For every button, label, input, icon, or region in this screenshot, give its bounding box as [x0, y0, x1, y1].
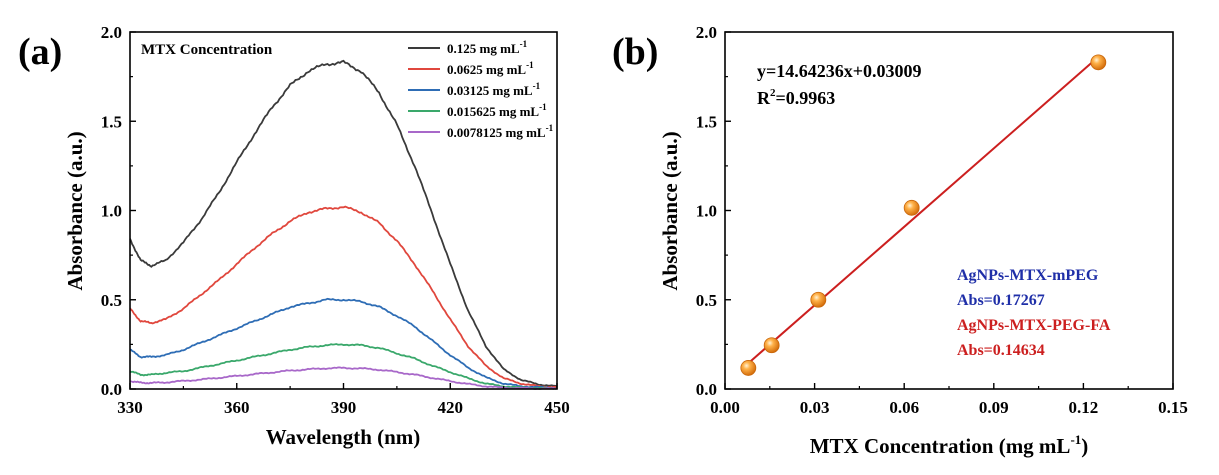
legend-label-text: 0.125 mg mL: [447, 41, 520, 56]
legend-label-4: 0.015625 mg mL-1: [447, 102, 547, 119]
panel-b-x-axis-title-sup: -1: [1070, 432, 1081, 447]
panel-b-r2-prefix: R: [757, 88, 771, 108]
panel-b-x-tick-label: 0.06: [889, 398, 919, 417]
panel-b-x-axis-title-end: ): [1081, 434, 1088, 458]
legend-label-sup: -1: [546, 123, 554, 133]
legend-label-sup: -1: [526, 60, 534, 70]
panel-b-plot-frame: [724, 31, 1174, 390]
panel-a-x-tick-label: 450: [544, 398, 570, 417]
annotation-mpeg-name: AgNPs-MTX-mPEG: [957, 267, 1099, 284]
panel-b-x-tick-label: 0.03: [800, 398, 830, 417]
panel-b-y-tick-label: 0.5: [696, 291, 717, 310]
series-line-4: [129, 343, 558, 390]
legend-label-text: 0.015625 mg mL: [447, 104, 539, 119]
fit-line: [747, 56, 1099, 364]
legend-label-3: 0.03125 mg mL-1: [447, 81, 541, 98]
panel-a-y-tick-label: 0.0: [101, 380, 122, 399]
panel-b-ticks: 0.00 0.03 0.06 0.09 0.12 0.15 0.0 0.5 1.0 1.5 2.0: [696, 23, 1188, 417]
data-point-1: [740, 360, 757, 376]
panel-a-x-tick-label: 420: [438, 398, 464, 417]
panel-a-ticks: 330 360 390 420 450 0.0 0.5 1.0 1.5 2.0: [101, 23, 570, 417]
panel-b-fit-line-group: [747, 56, 1099, 364]
legend-label-5: 0.0078125 mg mL-1: [447, 123, 554, 140]
data-point-4: [903, 199, 920, 216]
panel-b-y-tick-label: 1.0: [696, 202, 717, 221]
annotation-fa-abs: Abs=0.14634: [957, 342, 1045, 359]
panel-b-equation: y=14.64236x+0.03009: [757, 61, 922, 81]
panel-a-legend: 0.125 mg mL-10.0625 mg mL-10.03125 mg mL…: [408, 39, 554, 140]
annotation-fa-name: AgNPs-MTX-PEG-FA: [957, 317, 1111, 334]
legend-label-2: 0.0625 mg mL-1: [447, 60, 534, 77]
panel-a-x-tick-label: 360: [224, 398, 250, 417]
panel-a-x-tick-label: 390: [331, 398, 357, 417]
data-point-5: [1090, 54, 1107, 71]
legend-label-1: 0.125 mg mL-1: [447, 39, 528, 56]
panel-a-y-axis-title: Absorbance (a.u.): [63, 131, 87, 290]
data-point-2: [763, 337, 780, 354]
panel-a-series-lines: [129, 59, 558, 390]
data-point-3: [810, 291, 827, 308]
panel-a-x-tick-label: 330: [117, 398, 143, 417]
panel-b-label: (b): [612, 31, 658, 73]
annotation-mpeg-abs: Abs=0.17267: [957, 292, 1045, 309]
panel-a-label: (a): [18, 31, 62, 73]
panel-b: (b) 0.00 0.03 0.06 0.09 0.12 0.15 0.0 0.5 1.0 1.5…: [612, 23, 1188, 458]
legend-label-text: 0.03125 mg mL: [447, 83, 533, 98]
panel-b-x-axis-title-main: MTX Concentration (mg mL: [810, 434, 1071, 458]
panel-b-r2-value: =0.9963: [776, 88, 836, 108]
series-line-3: [129, 297, 558, 390]
panel-b-y-tick-label: 2.0: [696, 23, 717, 42]
panel-a-x-axis-title: Wavelength (nm): [266, 425, 421, 449]
panel-b-x-tick-label: 0.15: [1158, 398, 1188, 417]
panel-a-y-tick-label: 2.0: [101, 23, 122, 42]
legend-label-text: 0.0625 mg mL: [447, 62, 526, 77]
series-line-1: [129, 59, 558, 388]
panel-b-r-squared: R2=0.9963: [757, 87, 835, 108]
panel-b-x-tick-label: 0.09: [979, 398, 1009, 417]
panel-a-y-tick-label: 1.5: [101, 112, 122, 131]
legend-label-sup: -1: [520, 39, 528, 49]
panel-b-y-axis-title: Absorbance (a.u.): [658, 131, 682, 290]
panel-b-y-tick-label: 0.0: [696, 380, 717, 399]
panel-b-x-axis-title: MTX Concentration (mg mL-1): [810, 432, 1089, 458]
series-line-2: [129, 205, 558, 389]
panel-a-y-tick-label: 1.0: [101, 202, 122, 221]
panel-a-legend-title: MTX Concentration: [141, 42, 273, 58]
legend-label-text: 0.0078125 mg mL: [447, 125, 546, 140]
panel-a-y-tick-label: 0.5: [101, 291, 122, 310]
panel-b-x-tick-label: 0.12: [1069, 398, 1099, 417]
legend-label-sup: -1: [533, 81, 541, 91]
panel-a: (a) 330 360 390 420 450 0.0 0.5 1.0 1.5 2.0 Wavel…: [18, 23, 570, 449]
panel-b-data-points: [740, 54, 1107, 376]
series-line-5: [129, 366, 558, 390]
panel-b-r2-sup: 2: [770, 87, 776, 99]
legend-label-sup: -1: [539, 102, 547, 112]
panel-b-y-tick-label: 1.5: [696, 112, 717, 131]
panel-b-x-tick-label: 0.00: [710, 398, 740, 417]
